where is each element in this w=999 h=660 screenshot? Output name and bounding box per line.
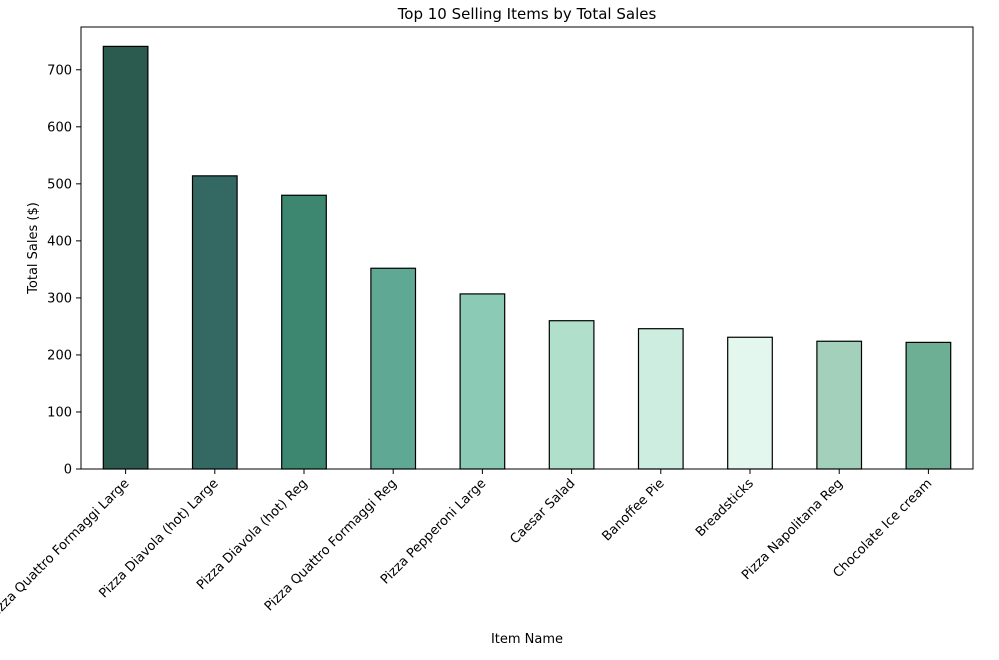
bar	[191, 175, 238, 470]
x-tick-label: Breadsticks	[693, 476, 757, 540]
x-tick-label: Pizza Quattro Formaggi Large	[0, 476, 132, 623]
y-axis-label: Total Sales ($)	[26, 202, 41, 295]
bar	[548, 320, 595, 470]
bar	[637, 328, 684, 470]
bar	[281, 194, 327, 470]
x-tick-label: Pizza Napolitana Reg	[739, 476, 846, 583]
bar	[816, 340, 863, 470]
y-tick-label: 300	[47, 291, 72, 306]
bar	[727, 336, 773, 470]
y-tick-label: 600	[47, 120, 72, 135]
bar	[102, 45, 149, 470]
x-tick-label: Chocolate Ice cream	[830, 476, 935, 581]
bar	[905, 341, 952, 470]
x-tick-label: Pizza Pepperoni Large	[378, 476, 489, 587]
y-tick-label: 0	[64, 463, 72, 478]
y-axis: 0 100 200 300 400 500 600 700	[47, 63, 81, 478]
plot-frame	[80, 26, 974, 470]
x-tick-label: Caesar Salad	[507, 476, 578, 547]
y-tick-label: 100	[47, 405, 72, 420]
y-tick-label: 400	[47, 234, 72, 249]
bar	[370, 267, 417, 470]
y-tick-label: 500	[47, 177, 72, 192]
y-tick-label: 200	[47, 348, 72, 363]
x-axis-label: Item Name	[491, 632, 563, 647]
y-tick-label: 700	[47, 63, 72, 78]
bar	[459, 293, 506, 470]
bars-layer	[102, 45, 952, 470]
x-tick-label: Banoffee Pie	[600, 476, 668, 544]
chart-title: Top 10 Selling Items by Total Sales	[397, 5, 657, 23]
